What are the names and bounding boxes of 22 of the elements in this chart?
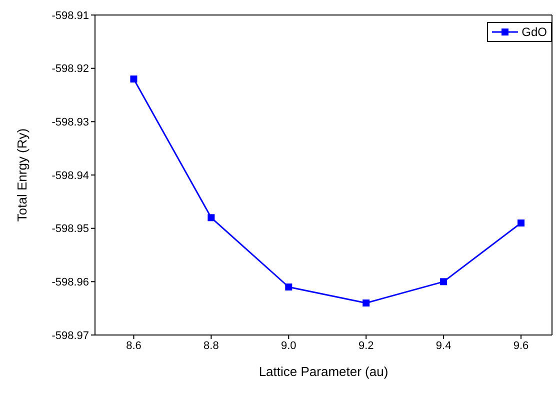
x-tick-label: 9.6 — [513, 340, 529, 352]
y-tick-label: -598.97 — [52, 330, 89, 342]
point — [285, 284, 292, 290]
legend-label: GdO — [522, 25, 547, 39]
y-tick-label: -598.96 — [52, 276, 89, 289]
x-tick-label: 9.4 — [436, 340, 452, 352]
x-axis-title: Lattice Parameter (au) — [258, 364, 388, 379]
y-tick-label: -598.92 — [52, 63, 89, 76]
y-tick-label: -598.91 — [52, 10, 89, 22]
point — [208, 214, 215, 222]
point — [362, 300, 370, 306]
y-axis-title: Total Enrgy (Ry) — [14, 128, 30, 222]
y-tick-label: -598.93 — [52, 116, 89, 129]
y-tick-label: -598.94 — [52, 170, 89, 182]
x-tick-label: 8.6 — [126, 340, 142, 352]
point — [518, 220, 525, 226]
point — [440, 278, 448, 286]
x-tick-label: 9.0 — [280, 340, 296, 352]
point — [130, 76, 138, 82]
x-tick-label: 9.2 — [358, 340, 374, 352]
y-tick-label: -598.95 — [52, 223, 89, 236]
x-tick-label: 8.8 — [204, 340, 219, 352]
